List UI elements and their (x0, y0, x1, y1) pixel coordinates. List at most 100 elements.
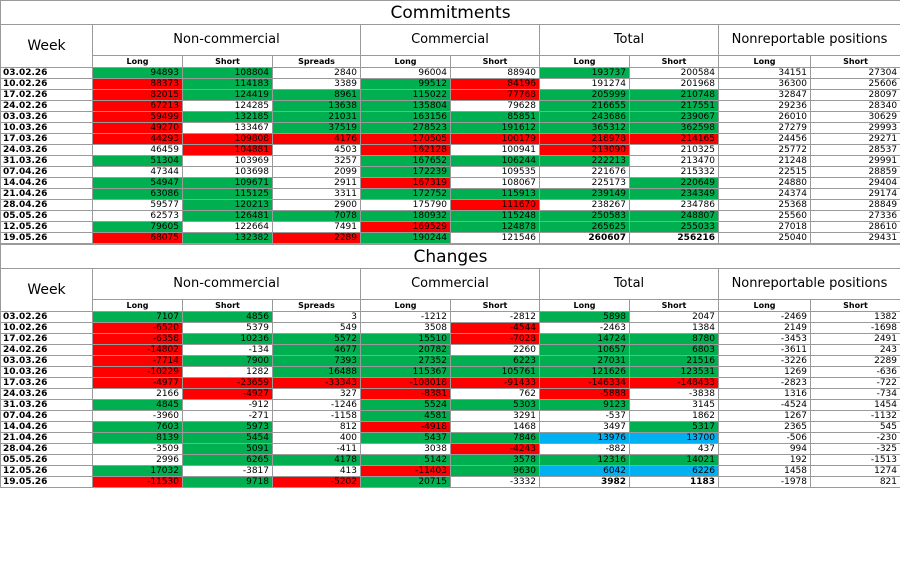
value-cell: 49270 (92, 122, 183, 134)
value-cell: 115913 (450, 188, 540, 200)
week-cell: 21.04.26 (0, 432, 93, 444)
week-cell: 05.05.26 (0, 210, 93, 222)
value-cell: 413 (272, 465, 361, 477)
value-cell: -4524 (718, 399, 811, 411)
column-header: Spreads (272, 299, 361, 312)
value-cell: 24374 (718, 188, 811, 200)
value-cell: 163156 (360, 111, 451, 123)
week-cell: 03.02.26 (0, 67, 93, 79)
value-cell: 109535 (450, 166, 540, 178)
value-cell: 4677 (272, 344, 361, 356)
value-cell: 437 (629, 443, 719, 455)
value-cell: 327 (272, 388, 361, 400)
value-cell: 21248 (718, 155, 811, 167)
value-cell: 545 (809, 421, 900, 433)
table-row: 24.02.26 67213 124285 13638 135804 79628 21665… (0, 100, 900, 112)
value-cell: 88940 (450, 67, 540, 79)
week-cell: 31.03.26 (0, 155, 93, 167)
table-row: 17.03.26 -4977 -23659 -33343 -108018 -91433 -1… (0, 377, 900, 389)
value-cell: 85851 (450, 111, 540, 123)
value-cell: 172752 (360, 188, 451, 200)
value-cell: 400 (272, 432, 361, 444)
week-header: Week (0, 24, 93, 68)
value-cell: -4918 (360, 421, 451, 433)
value-cell: 221676 (539, 166, 630, 178)
column-header: Spreads (272, 55, 361, 68)
value-cell: 1458 (718, 465, 811, 477)
value-cell: 59499 (92, 111, 183, 123)
value-cell: 12316 (539, 454, 630, 466)
value-cell: 27336 (809, 210, 900, 222)
value-cell: 2289 (272, 232, 361, 244)
value-cell: 22515 (718, 166, 811, 178)
value-cell: 132185 (182, 111, 273, 123)
value-cell: 133467 (182, 122, 273, 134)
value-cell: 243 (809, 344, 900, 356)
value-cell: 248807 (629, 210, 719, 222)
value-cell: 191612 (450, 122, 540, 134)
week-cell: 03.03.26 (0, 111, 93, 123)
week-cell: 07.04.26 (0, 410, 93, 422)
value-cell: 28097 (809, 89, 900, 101)
group-header: Commercial (360, 268, 540, 300)
value-cell: 175790 (360, 199, 451, 211)
value-cell: 7491 (272, 221, 361, 233)
value-cell: 812 (272, 421, 361, 433)
value-cell: 362598 (629, 122, 719, 134)
column-header: Short (629, 299, 719, 312)
value-cell: -91433 (450, 377, 540, 389)
week-cell: 07.04.26 (0, 166, 93, 178)
value-cell: 9630 (450, 465, 540, 477)
value-cell: 84196 (450, 78, 540, 90)
value-cell: -7714 (92, 355, 183, 367)
value-cell: 5437 (360, 432, 451, 444)
value-cell: -912 (182, 399, 273, 411)
value-cell: 213470 (629, 155, 719, 167)
value-cell: 13638 (272, 100, 361, 112)
value-cell: 122664 (182, 221, 273, 233)
value-cell: 243686 (539, 111, 630, 123)
value-cell: 217551 (629, 100, 719, 112)
value-cell: 2289 (809, 355, 900, 367)
value-cell: 46459 (92, 144, 183, 156)
value-cell: 7107 (92, 311, 183, 323)
value-cell: -3332 (450, 476, 540, 488)
table-row: 24.03.26 2166 -4927 327 -8381 762 -5888 -3838 13… (0, 388, 900, 400)
value-cell: 2840 (272, 67, 361, 79)
value-cell: 365312 (539, 122, 630, 134)
table-row: 10.03.26 49270 133467 37519 278523 191612 3653… (0, 122, 900, 134)
value-cell: 5142 (360, 454, 451, 466)
value-cell: 14021 (629, 454, 719, 466)
value-cell: -3838 (629, 388, 719, 400)
value-cell: 121546 (450, 232, 540, 244)
value-cell: 108804 (182, 67, 273, 79)
value-cell: 1183 (629, 476, 719, 488)
group-header: Total (539, 268, 719, 300)
value-cell: 54947 (92, 177, 183, 189)
table-row: 17.03.26 44293 109808 4176 170505 100179 21897… (0, 133, 900, 145)
table-row: 12.05.26 79605 122664 7491 169529 124878 26562… (0, 221, 900, 233)
value-cell: 25560 (718, 210, 811, 222)
table-row: 24.02.26 -14802 -134 4677 20782 2260 10657 6803… (0, 344, 900, 356)
value-cell: 32847 (718, 89, 811, 101)
value-cell: -411 (272, 443, 361, 455)
value-cell: 256216 (629, 232, 719, 244)
value-cell: 239149 (539, 188, 630, 200)
value-cell: 2047 (629, 311, 719, 323)
group-header: Non-commercial (92, 268, 361, 300)
value-cell: 123531 (629, 366, 719, 378)
table-row: 12.05.26 17032 -3817 413 -11403 9630 6042 6226 1… (0, 465, 900, 477)
value-cell: 34151 (718, 67, 811, 79)
value-cell: 278523 (360, 122, 451, 134)
column-header: Long (718, 299, 811, 312)
value-cell: 82015 (92, 89, 183, 101)
value-cell: 1454 (809, 399, 900, 411)
value-cell: 213090 (539, 144, 630, 156)
table-row: 19.05.26 -11530 9718 -5202 20715 -3332 3982 118… (0, 476, 900, 488)
table-row: 03.03.26 59499 132185 21031 163156 85851 24368… (0, 111, 900, 123)
changes-table: Changes Week Non-commercial Commercial Total… (0, 244, 900, 488)
column-header: Long (92, 299, 183, 312)
value-cell: 67213 (92, 100, 183, 112)
value-cell: 13700 (629, 432, 719, 444)
value-cell: -33343 (272, 377, 361, 389)
